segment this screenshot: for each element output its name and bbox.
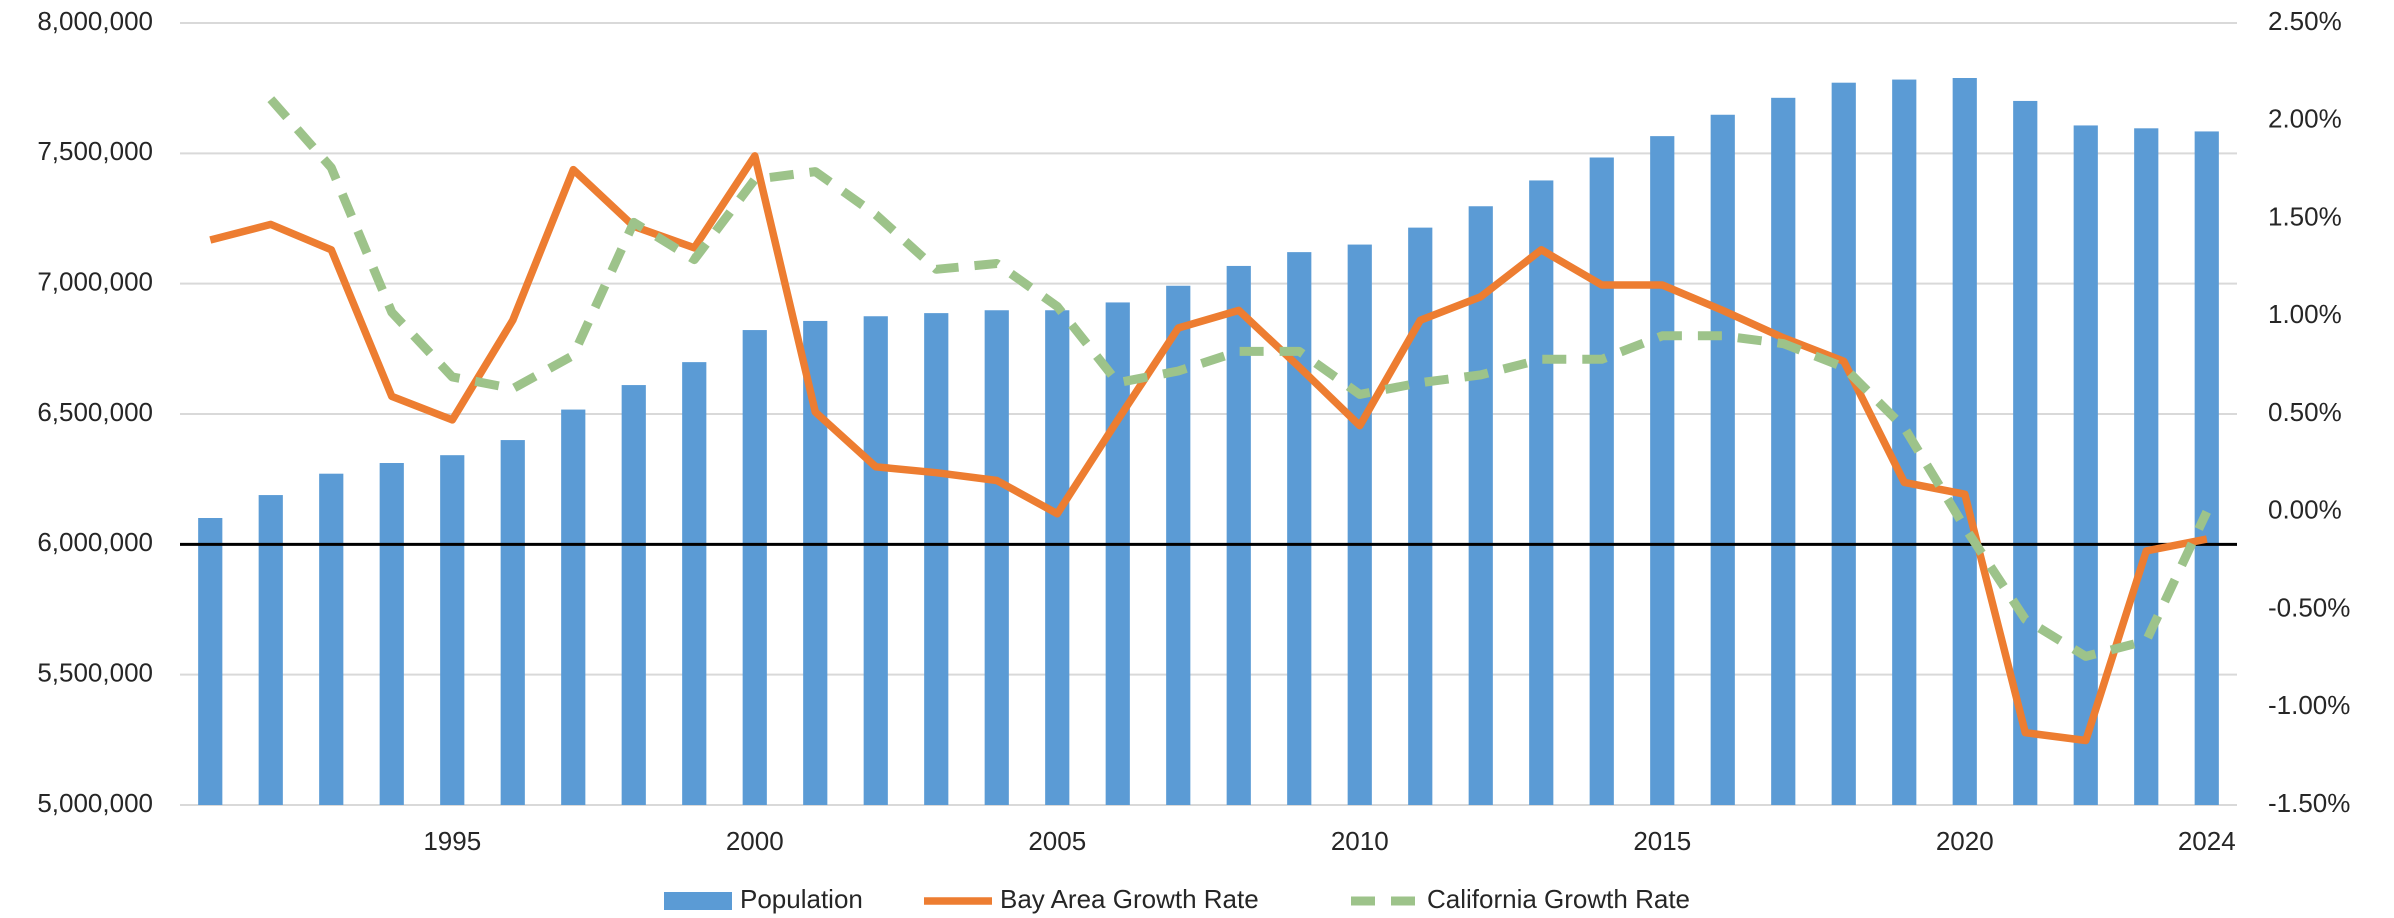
legend-label: Population — [740, 884, 863, 914]
x-tick-label: 2020 — [1936, 826, 1994, 856]
bar — [561, 409, 586, 805]
y-tick-label: 7,500,000 — [37, 136, 153, 166]
bar — [1045, 310, 1070, 805]
bar — [319, 473, 344, 805]
bar — [2134, 128, 2159, 805]
bar — [1589, 157, 1614, 805]
x-tick-label: 1995 — [423, 826, 481, 856]
bar — [440, 455, 465, 805]
x-tick-label: 2000 — [726, 826, 784, 856]
bar — [1771, 97, 1796, 805]
bar — [1529, 180, 1554, 805]
bar — [924, 313, 949, 805]
y-tick-label: 7,000,000 — [37, 267, 153, 297]
bar — [1831, 82, 1856, 805]
bar — [379, 463, 404, 805]
bar — [2194, 131, 2219, 806]
legend-label: California Growth Rate — [1427, 884, 1690, 914]
bar — [258, 495, 283, 805]
bar — [1952, 78, 1977, 805]
y-tick-label: 8,000,000 — [37, 6, 153, 36]
x-tick-label: 2010 — [1331, 826, 1389, 856]
line-series — [209, 152, 2208, 745]
bar — [500, 440, 525, 805]
bar — [1650, 136, 1675, 805]
y-tick-label: 5,500,000 — [37, 658, 153, 688]
y-tick-label: 6,500,000 — [37, 397, 153, 427]
y-tick-label: 6,000,000 — [37, 527, 153, 557]
y2-tick-label: 2.00% — [2268, 104, 2342, 134]
legend-swatch — [664, 892, 732, 910]
bar — [984, 310, 1009, 805]
bar — [1347, 244, 1372, 806]
y2-tick-label: -0.50% — [2268, 592, 2350, 622]
y-tick-label: 5,000,000 — [37, 788, 153, 818]
bar — [2073, 125, 2098, 805]
x-tick-label: 2024 — [2178, 826, 2236, 856]
line-series — [267, 96, 2211, 661]
y2-tick-label: 1.50% — [2268, 201, 2342, 231]
y2-tick-label: 1.00% — [2268, 299, 2342, 329]
y2-tick-label: 0.50% — [2268, 397, 2342, 427]
bar — [1105, 302, 1130, 805]
bar — [1710, 114, 1735, 806]
legend-label: Bay Area Growth Rate — [1000, 884, 1259, 914]
bar — [1287, 252, 1312, 806]
bar — [682, 362, 707, 805]
x-tick-label: 2015 — [1633, 826, 1691, 856]
y2-tick-label: -1.50% — [2268, 788, 2350, 818]
bar — [621, 385, 646, 805]
y2-tick-label: 2.50% — [2268, 6, 2342, 36]
bar — [803, 320, 828, 805]
bar — [1226, 265, 1251, 805]
y2-tick-label: -1.00% — [2268, 690, 2350, 720]
bar — [198, 518, 223, 805]
y2-tick-label: 0.00% — [2268, 495, 2342, 525]
x-tick-label: 2005 — [1028, 826, 1086, 856]
bar — [863, 316, 888, 805]
bar — [742, 330, 767, 805]
bar — [1468, 206, 1493, 806]
